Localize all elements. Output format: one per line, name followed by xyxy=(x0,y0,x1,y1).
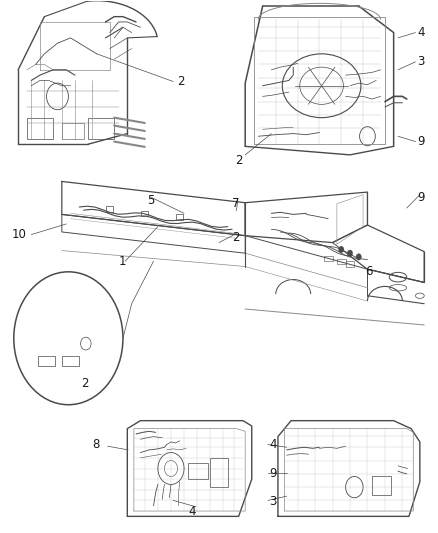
Text: 5: 5 xyxy=(147,193,154,207)
Bar xyxy=(210,458,228,487)
Text: 6: 6 xyxy=(365,265,373,278)
Bar xyxy=(62,356,79,367)
Bar xyxy=(62,123,84,139)
Text: 8: 8 xyxy=(92,438,100,451)
Text: 4: 4 xyxy=(418,26,425,39)
Text: 2: 2 xyxy=(81,377,89,390)
Bar xyxy=(346,261,354,266)
Bar xyxy=(88,118,114,139)
Text: 2: 2 xyxy=(232,231,240,244)
Bar xyxy=(188,463,208,479)
Circle shape xyxy=(339,246,344,253)
Bar xyxy=(372,477,392,495)
Circle shape xyxy=(14,272,123,405)
Text: 10: 10 xyxy=(12,228,26,241)
Bar xyxy=(38,356,55,367)
Bar xyxy=(141,211,148,216)
Text: 9: 9 xyxy=(418,191,425,204)
Bar xyxy=(324,256,332,261)
Text: 3: 3 xyxy=(269,495,276,508)
Text: 4: 4 xyxy=(188,505,196,518)
Text: 1: 1 xyxy=(119,255,126,268)
Text: 3: 3 xyxy=(418,55,425,68)
Bar xyxy=(337,259,346,264)
Bar xyxy=(27,118,53,139)
Text: 2: 2 xyxy=(236,154,243,167)
Bar xyxy=(106,206,113,212)
Text: 7: 7 xyxy=(232,197,240,211)
Circle shape xyxy=(356,254,361,260)
Text: 4: 4 xyxy=(269,438,277,451)
Bar xyxy=(176,214,183,220)
Text: 2: 2 xyxy=(177,75,185,88)
Text: 9: 9 xyxy=(418,135,425,148)
Text: 9: 9 xyxy=(269,467,277,480)
Circle shape xyxy=(347,250,353,256)
